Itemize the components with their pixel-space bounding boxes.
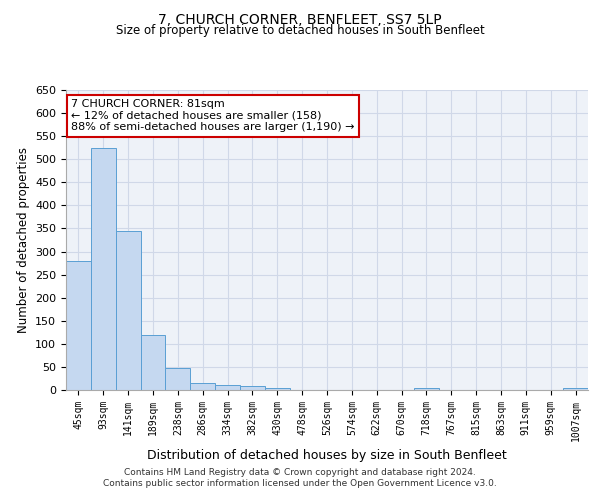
Bar: [240, 386, 265, 390]
Bar: [215, 386, 240, 390]
Bar: [166, 368, 190, 390]
Y-axis label: Number of detached properties: Number of detached properties: [17, 147, 29, 333]
Text: Size of property relative to detached houses in South Benfleet: Size of property relative to detached ho…: [116, 24, 484, 37]
Bar: [265, 388, 290, 390]
Bar: [140, 334, 166, 390]
Text: 7 CHURCH CORNER: 81sqm
← 12% of detached houses are smaller (158)
88% of semi-de: 7 CHURCH CORNER: 81sqm ← 12% of detached…: [71, 99, 355, 132]
Text: 7, CHURCH CORNER, BENFLEET, SS7 5LP: 7, CHURCH CORNER, BENFLEET, SS7 5LP: [158, 12, 442, 26]
Bar: [116, 231, 140, 390]
Text: Contains HM Land Registry data © Crown copyright and database right 2024.
Contai: Contains HM Land Registry data © Crown c…: [103, 468, 497, 487]
Bar: [91, 148, 116, 390]
Bar: [66, 261, 91, 390]
Bar: [563, 388, 588, 390]
Bar: [190, 383, 215, 390]
X-axis label: Distribution of detached houses by size in South Benfleet: Distribution of detached houses by size …: [147, 449, 507, 462]
Bar: [414, 388, 439, 390]
